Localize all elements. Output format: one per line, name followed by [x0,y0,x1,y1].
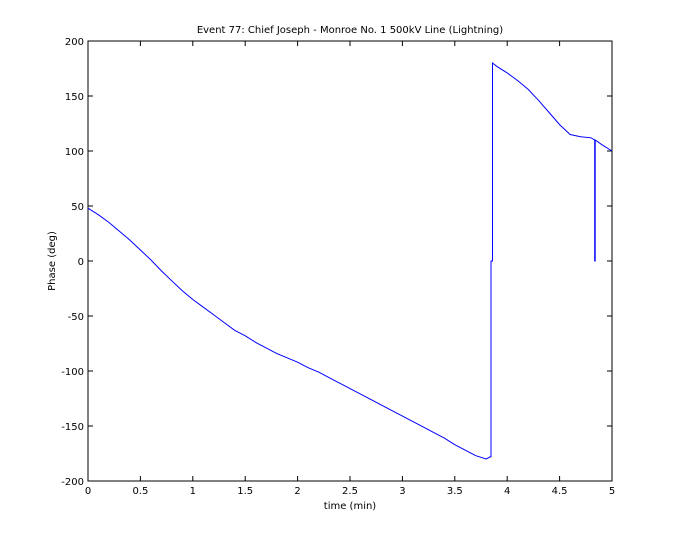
y-tick-label: -100 [61,367,84,378]
x-tick-label: 4 [504,486,510,497]
x-tick-label: 5 [609,486,615,497]
x-tick-label: 2 [294,486,300,497]
axes-frame [87,40,613,482]
y-tick-label: -50 [68,312,84,323]
y-tick-label: 50 [71,202,84,213]
x-tick-label: 3.5 [447,486,463,497]
x-tick-label: 1 [190,486,196,497]
x-axis-ticks: 0 0.5 1 1.5 2 2.5 3 3.5 4 4.5 5 [85,41,615,497]
x-tick-label: 3 [399,486,405,497]
phase-series-line [87,61,613,460]
plot-area: 0 0.5 1 1.5 2 2.5 3 3.5 4 4.5 5 -200 -150 -100 -50 0 50… [61,37,615,497]
y-tick-label: -200 [61,477,84,488]
x-tick-label: 2.5 [342,486,358,497]
x-tick-label: 4.5 [552,486,568,497]
x-tick-label: 0 [85,486,91,497]
x-tick-label: 1.5 [237,486,253,497]
y-tick-label: 0 [78,257,84,268]
chart-title: Event 77: Chief Joseph - Monroe No. 1 50… [197,25,503,36]
y-axis-label: Phase (deg) [47,231,58,291]
y-tick-label: 100 [65,147,84,158]
x-tick-label: 0.5 [132,486,148,497]
y-tick-label: 200 [65,37,84,48]
y-axis-ticks: -200 -150 -100 -50 0 50 100 150 200 [61,37,612,488]
x-axis-label: time (min) [324,501,377,512]
y-tick-label: 150 [65,92,84,103]
y-tick-label: -150 [61,422,84,433]
